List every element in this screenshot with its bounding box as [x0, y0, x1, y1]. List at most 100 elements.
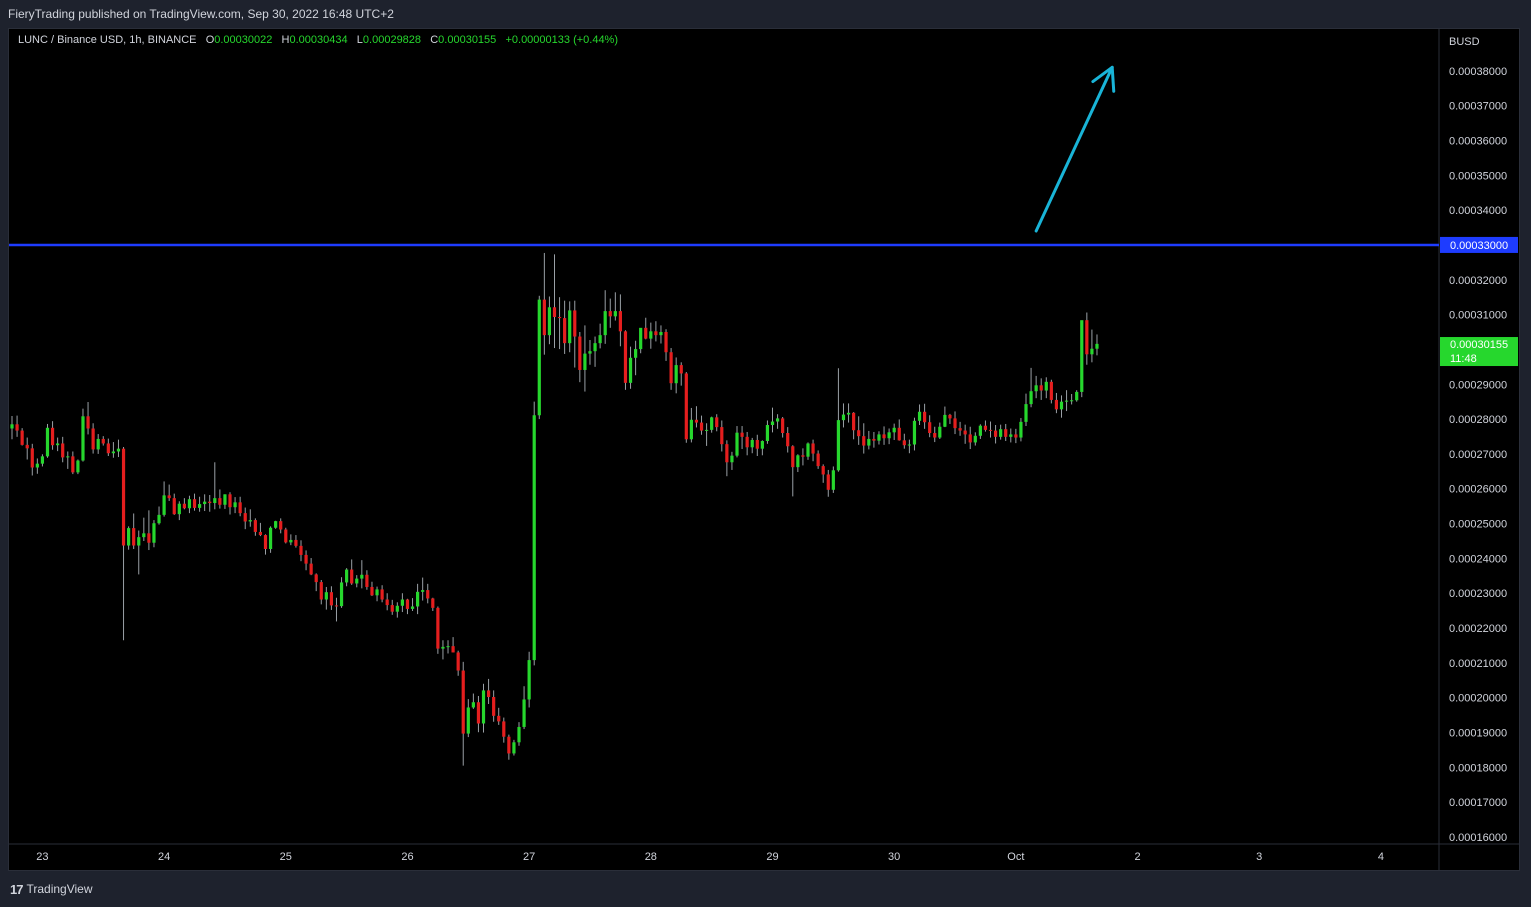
legend-low-value: 0.00029828 [362, 34, 422, 46]
price-axis-tick: 0.00027000 [1449, 449, 1507, 461]
candle-up [841, 414, 846, 421]
candle-down [699, 422, 704, 431]
price-axis-tick: 0.00031000 [1449, 310, 1507, 322]
candle-down [902, 440, 906, 446]
candle-down [350, 569, 354, 584]
candle-up [760, 441, 764, 449]
candle-down [801, 455, 805, 457]
candlestick-chart[interactable]: BUSD 0.00038000 0.00037000 0.00036000 0.0003… [9, 29, 1519, 870]
candle-up [1095, 343, 1099, 349]
candle-up [187, 499, 192, 509]
candle-up [1090, 348, 1094, 355]
candle-up [527, 660, 531, 700]
candle-down [334, 605, 339, 607]
candle-up [466, 707, 470, 734]
candle-up [547, 307, 552, 336]
candle-up [806, 443, 810, 457]
candle-down [644, 327, 648, 339]
candle-down [50, 427, 55, 446]
time-axis-tick: 2 [1134, 851, 1140, 863]
candle-up [1029, 391, 1033, 405]
candle-down [101, 438, 105, 444]
candle-down [431, 598, 435, 608]
candle-up [213, 498, 217, 504]
price-axis-tick: 0.00028000 [1449, 414, 1507, 426]
price-axis-currency: BUSD [1449, 36, 1480, 48]
candle-down [284, 529, 288, 543]
candle-down [654, 331, 658, 336]
candle-up [831, 470, 835, 490]
candle-up [978, 425, 982, 436]
candle-down [1054, 399, 1059, 410]
candle-down [720, 427, 724, 445]
candle-up [537, 299, 541, 416]
candle-up [938, 426, 942, 438]
price-axis-tick: 0.00034000 [1449, 205, 1507, 217]
candle-up [410, 606, 415, 609]
price-axis-tick: 0.00038000 [1449, 66, 1507, 78]
candle-down [182, 503, 186, 509]
candle-up [770, 421, 775, 426]
candle-up [1009, 434, 1013, 437]
trend-arrow[interactable] [1034, 65, 1114, 233]
candle-down [314, 574, 318, 583]
candle-up [1059, 401, 1064, 410]
candle-up [400, 599, 404, 606]
candle-down [882, 434, 886, 439]
candle-down [147, 533, 151, 543]
candle-down [623, 331, 628, 383]
candle-up [274, 521, 278, 528]
candle-down [243, 513, 247, 522]
candle-up [1034, 385, 1038, 392]
candle-up [10, 424, 14, 429]
price-axis-tick: 0.00019000 [1449, 728, 1507, 740]
publisher-line: FieryTrading published on TradingView.co… [8, 7, 394, 21]
candle-down [15, 424, 19, 431]
candle-up [339, 582, 344, 607]
candle-down [25, 444, 29, 449]
candle-down [963, 430, 967, 435]
chart-frame[interactable]: BUSD 0.00038000 0.00037000 0.00036000 0.0003… [8, 28, 1520, 871]
candle-down [725, 444, 729, 463]
price-axis-tick: 0.00021000 [1449, 658, 1507, 670]
candle-down [365, 574, 369, 587]
candle-up [471, 702, 475, 708]
candle-up [197, 504, 202, 508]
price-axis-tick: 0.00018000 [1449, 762, 1507, 774]
candle-up [704, 429, 709, 431]
candle-down [811, 443, 815, 454]
candle-down [299, 545, 303, 555]
candle-up [689, 419, 693, 440]
candle-up [999, 429, 1003, 437]
candle-up [912, 420, 917, 445]
candle-up [111, 451, 115, 454]
price-axis-tick: 0.00037000 [1449, 101, 1507, 113]
candle-down [958, 428, 962, 431]
candle-down [390, 605, 394, 612]
candle-up [710, 417, 714, 430]
candle-up [588, 351, 592, 354]
candle-down [679, 365, 683, 374]
candle-up [137, 537, 141, 546]
candle-down [563, 318, 567, 344]
candle-down [20, 430, 24, 445]
candle-up [943, 414, 947, 427]
candle-down [857, 430, 861, 437]
time-axis-tick: 3 [1256, 851, 1262, 863]
time-axis-tick: 28 [645, 851, 657, 863]
candle-up [152, 523, 156, 543]
candle-up [517, 726, 521, 743]
candle-up [360, 574, 364, 579]
resistance-price-label: 0.00033000 [1450, 240, 1508, 252]
candle-up [127, 528, 131, 546]
candle-up [421, 590, 425, 592]
candle-down [121, 448, 126, 546]
footer-brand[interactable]: 17 TradingView [10, 879, 93, 899]
price-axis-tick: 0.00024000 [1449, 553, 1507, 565]
candle-up [512, 742, 516, 754]
candle-up [532, 415, 536, 661]
trend-arrow-head [1091, 65, 1116, 93]
legend-open-value: 0.00030022 [214, 34, 273, 46]
price-axis-tick: 0.00032000 [1449, 275, 1507, 287]
candle-down [476, 702, 481, 724]
